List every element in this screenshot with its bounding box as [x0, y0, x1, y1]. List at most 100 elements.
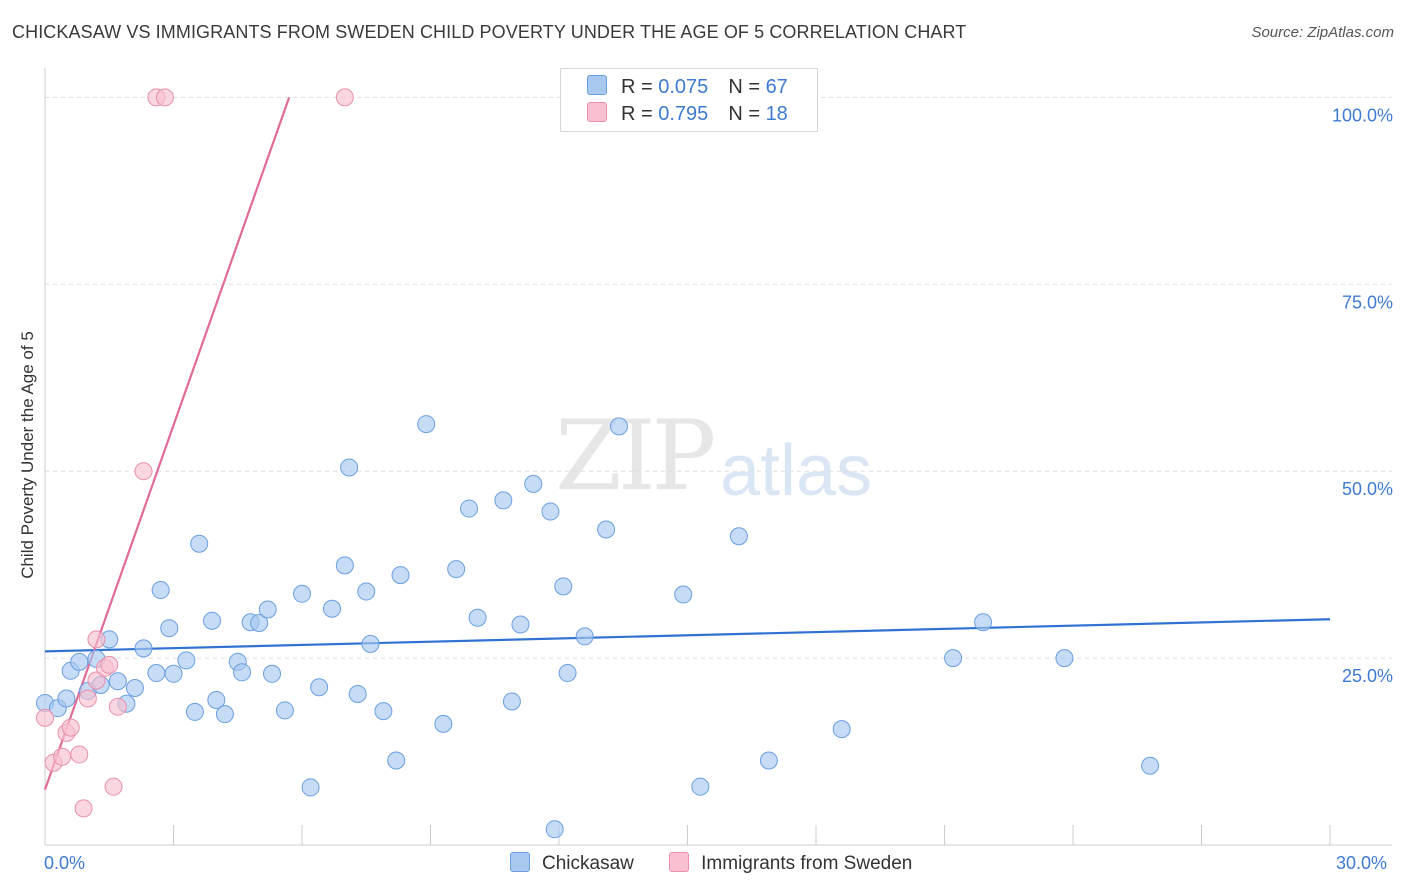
chickasaw-n-value: 67	[765, 76, 788, 98]
legend-item-chickasaw: Chickasaw	[510, 852, 634, 875]
chickasaw-point	[335, 556, 354, 575]
chart-title: CHICKASAW VS IMMIGRANTS FROM SWEDEN CHIL…	[12, 22, 967, 42]
chickasaw-point	[447, 560, 466, 579]
source-note: Source: ZipAtlas.com	[1251, 24, 1394, 41]
grid-lines	[45, 96, 1392, 659]
chickasaw-point	[164, 664, 183, 683]
sweden-r-value: 0.795	[658, 103, 709, 125]
sweden-point	[100, 655, 119, 674]
chickasaw-point	[691, 777, 710, 796]
chickasaw-point	[250, 613, 269, 632]
chickasaw-point	[502, 692, 521, 711]
chickasaw-point	[524, 474, 543, 493]
sweden-point	[335, 88, 354, 107]
chickasaw-point	[541, 502, 560, 521]
chickasaw-point	[387, 751, 406, 770]
chickasaw-point	[258, 600, 277, 619]
chickasaw-point	[301, 778, 320, 797]
chickasaw-legend-label: Chickasaw	[542, 853, 634, 874]
sweden-point	[134, 462, 153, 481]
sweden-point	[104, 777, 123, 796]
sweden-swatch	[587, 102, 607, 122]
chickasaw-swatch	[587, 75, 607, 95]
chickasaw-point	[468, 608, 487, 627]
legend-row-chickasaw: R = 0.075 N = 67	[587, 75, 788, 99]
y-tick-label: 50.0%	[1342, 479, 1393, 499]
chickasaw-legend-swatch	[510, 852, 530, 872]
n-label: N =	[728, 76, 766, 98]
y-tick-label: 100.0%	[1332, 105, 1393, 125]
chickasaw-point	[944, 649, 963, 668]
chickasaw-point	[125, 679, 144, 697]
sweden-point	[78, 689, 97, 708]
chickasaw-point	[1141, 756, 1160, 775]
series-legend: Chickasaw Immigrants from Sweden	[510, 852, 942, 875]
x-tick-label-max: 30.0%	[1336, 853, 1388, 873]
data-points	[36, 88, 1160, 839]
chickasaw-point	[348, 684, 367, 703]
chickasaw-point	[1055, 649, 1074, 668]
chickasaw-point	[357, 582, 376, 601]
chickasaw-point	[597, 520, 616, 539]
r-label: R =	[621, 103, 659, 125]
watermark-zip: ZIP	[555, 400, 716, 512]
chickasaw-point	[674, 585, 693, 604]
sweden-n-value: 18	[765, 103, 788, 125]
legend-row-sweden: R = 0.795 N = 18	[587, 102, 788, 126]
chickasaw-point	[361, 634, 380, 653]
legend-item-sweden: Immigrants from Sweden	[669, 852, 912, 875]
chickasaw-point	[374, 702, 393, 721]
sweden-point	[74, 799, 93, 818]
y-tick-label: 25.0%	[1342, 666, 1393, 686]
chickasaw-point	[134, 639, 153, 658]
x-tick-label-min: 0.0%	[44, 853, 86, 873]
sweden-point	[155, 88, 174, 107]
chickasaw-point	[215, 705, 234, 724]
sweden-point	[53, 747, 72, 766]
chickasaw-point	[233, 663, 252, 682]
sweden-trend-line	[43, 97, 291, 791]
chickasaw-point	[974, 613, 993, 632]
chickasaw-point	[147, 664, 166, 683]
chickasaw-point	[340, 458, 359, 477]
chickasaw-point	[759, 751, 778, 770]
trend-lines	[43, 97, 1331, 791]
chickasaw-point	[434, 714, 453, 733]
chickasaw-point	[57, 689, 76, 708]
chickasaw-point	[729, 527, 748, 546]
y-tick-label: 75.0%	[1342, 292, 1393, 312]
sweden-point	[61, 718, 80, 737]
chickasaw-point	[391, 566, 410, 585]
chickasaw-point	[575, 627, 594, 646]
chickasaw-point	[293, 584, 311, 603]
sweden-point	[108, 697, 127, 716]
chickasaw-point	[203, 611, 222, 630]
chickasaw-point	[460, 499, 479, 518]
sweden-point	[70, 745, 89, 764]
chickasaw-point	[832, 720, 851, 739]
chickasaw-point	[275, 701, 294, 720]
n-label: N =	[728, 103, 766, 125]
sweden-point	[36, 708, 54, 727]
chickasaw-point	[511, 615, 530, 634]
chickasaw-point	[417, 415, 436, 434]
chickasaw-trend-line	[44, 618, 1331, 653]
y-tick-labels: 25.0% 50.0% 75.0% 100.0%	[1332, 105, 1393, 686]
chickasaw-point	[263, 664, 282, 683]
chickasaw-point	[494, 491, 513, 510]
chickasaw-point	[151, 581, 170, 600]
chickasaw-point	[545, 820, 564, 839]
sweden-legend-swatch	[669, 852, 690, 872]
chickasaw-point	[207, 690, 226, 709]
chickasaw-r-value: 0.075	[658, 76, 709, 98]
chickasaw-point	[160, 619, 179, 638]
chickasaw-point	[609, 417, 628, 436]
axes	[44, 68, 1392, 846]
chickasaw-point	[558, 664, 577, 683]
chickasaw-point	[177, 651, 196, 670]
chickasaw-point	[322, 599, 341, 618]
sweden-point	[87, 671, 106, 690]
correlation-legend: R = 0.075 N = 67 R = 0.795 N = 18	[560, 68, 818, 132]
chickasaw-point	[108, 672, 127, 691]
